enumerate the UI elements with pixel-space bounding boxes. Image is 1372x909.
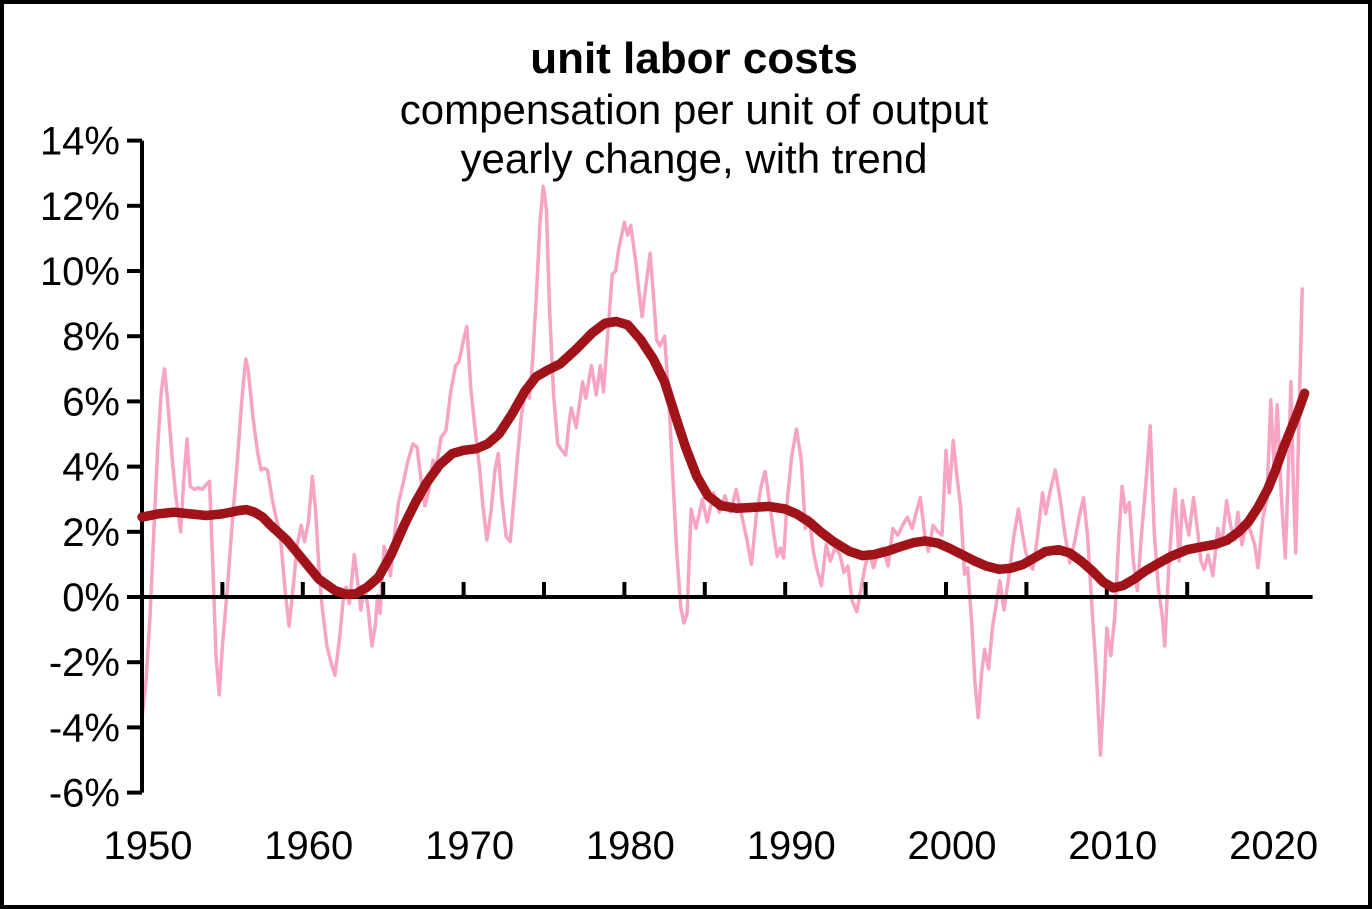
- x-axis-label: 1980: [586, 824, 675, 868]
- y-axis-label: 12%: [40, 185, 120, 229]
- y-axis-label: -2%: [49, 641, 120, 685]
- x-axis-label: 1950: [104, 824, 193, 868]
- chart-subtitle-line2: yearly change, with trend: [460, 135, 928, 182]
- y-axis-label: 2%: [62, 511, 120, 555]
- trend-line: [137, 316, 1310, 600]
- y-axis-label: 14%: [40, 120, 120, 164]
- chart-title: unit labor costs: [530, 34, 858, 83]
- y-axis-label: 4%: [62, 446, 120, 490]
- x-axis-label: 1970: [425, 824, 514, 868]
- y-axis-label: -6%: [49, 772, 120, 816]
- x-axis-label: 2000: [908, 824, 997, 868]
- x-axis-label: 1960: [264, 824, 353, 868]
- x-axis-label: 2020: [1229, 824, 1318, 868]
- yearly-change-line: [140, 184, 1304, 757]
- chart-subtitle-line1: compensation per unit of output: [399, 86, 989, 133]
- y-axis-label: 6%: [62, 380, 120, 424]
- y-axis-label: -4%: [49, 706, 120, 750]
- y-axis-label: 8%: [62, 315, 120, 359]
- y-axis-label: 10%: [40, 250, 120, 294]
- y-axis-label: 0%: [62, 576, 120, 620]
- x-axis-label: 2010: [1068, 824, 1157, 868]
- x-axis-label: 1990: [747, 824, 836, 868]
- chart-plot-area: 14% 12% 10% 8% 6% 4% 2% 0% -2% -4% -6% 1950 1960 1970…: [40, 120, 1318, 868]
